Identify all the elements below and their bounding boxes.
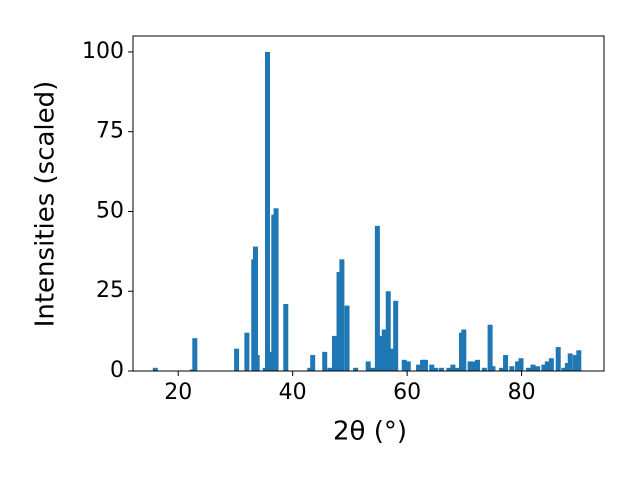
bar: [344, 305, 350, 371]
bar: [541, 364, 547, 371]
bar: [401, 359, 407, 371]
y-tick-label: 25: [96, 278, 124, 303]
bar: [450, 364, 456, 371]
bar: [322, 351, 328, 371]
bar: [422, 359, 428, 371]
bar: [152, 367, 158, 371]
bar: [471, 361, 477, 371]
y-tick-label: 50: [96, 198, 124, 223]
bar: [564, 363, 570, 371]
bar: [475, 359, 481, 371]
bar: [446, 367, 452, 371]
bar: [393, 300, 399, 371]
bar: [429, 364, 435, 371]
bar: [467, 361, 473, 371]
plot-frame: [132, 35, 605, 372]
bar: [461, 329, 467, 371]
bar: [503, 355, 509, 371]
bar: [365, 361, 371, 371]
y-tick-label: 100: [82, 39, 124, 64]
y-axis-label: Intensities (scaled): [31, 81, 61, 328]
bar: [433, 367, 439, 371]
bar: [518, 358, 524, 371]
bar: [454, 367, 460, 371]
bar: [370, 367, 376, 371]
bar: [535, 366, 541, 371]
y-tick-label: 75: [96, 119, 124, 144]
bar: [567, 353, 573, 371]
bar: [525, 367, 531, 371]
bar: [339, 259, 345, 371]
bar: [499, 367, 505, 371]
bar: [273, 208, 279, 371]
bar: [377, 335, 383, 371]
bar: [416, 364, 422, 371]
bar: [307, 367, 313, 371]
x-axis-label: 2θ (°): [333, 417, 407, 447]
bar: [548, 358, 554, 371]
x-tick-label: 60: [393, 380, 421, 405]
bar: [544, 361, 550, 371]
bar: [331, 335, 337, 371]
y-tick-label: 0: [110, 358, 124, 383]
bar: [390, 348, 396, 371]
bar: [509, 366, 515, 371]
bar: [310, 355, 316, 371]
bar: [234, 348, 240, 371]
bar: [336, 272, 342, 371]
bar: [572, 355, 578, 371]
bar: [576, 350, 582, 371]
bar: [438, 367, 444, 371]
x-tick-label: 40: [279, 380, 307, 405]
bar: [264, 51, 270, 371]
bar: [385, 291, 391, 371]
bar: [561, 367, 567, 371]
bar: [374, 225, 380, 371]
bar: [283, 304, 289, 371]
bar: [244, 332, 250, 371]
bar: [481, 367, 487, 371]
bar: [381, 329, 387, 371]
bar: [490, 366, 496, 371]
bar: [420, 359, 426, 371]
bar: [266, 351, 272, 371]
bar: [327, 367, 333, 371]
bar: [353, 367, 359, 371]
bar: [405, 361, 411, 371]
bar: [192, 338, 198, 371]
bar: [530, 364, 536, 371]
x-tick-label: 20: [164, 380, 192, 405]
bar: [487, 324, 493, 371]
bar: [252, 246, 258, 371]
bar: [515, 361, 521, 371]
x-tick-label: 80: [508, 380, 536, 405]
bar: [555, 347, 561, 371]
bar: [254, 355, 260, 371]
